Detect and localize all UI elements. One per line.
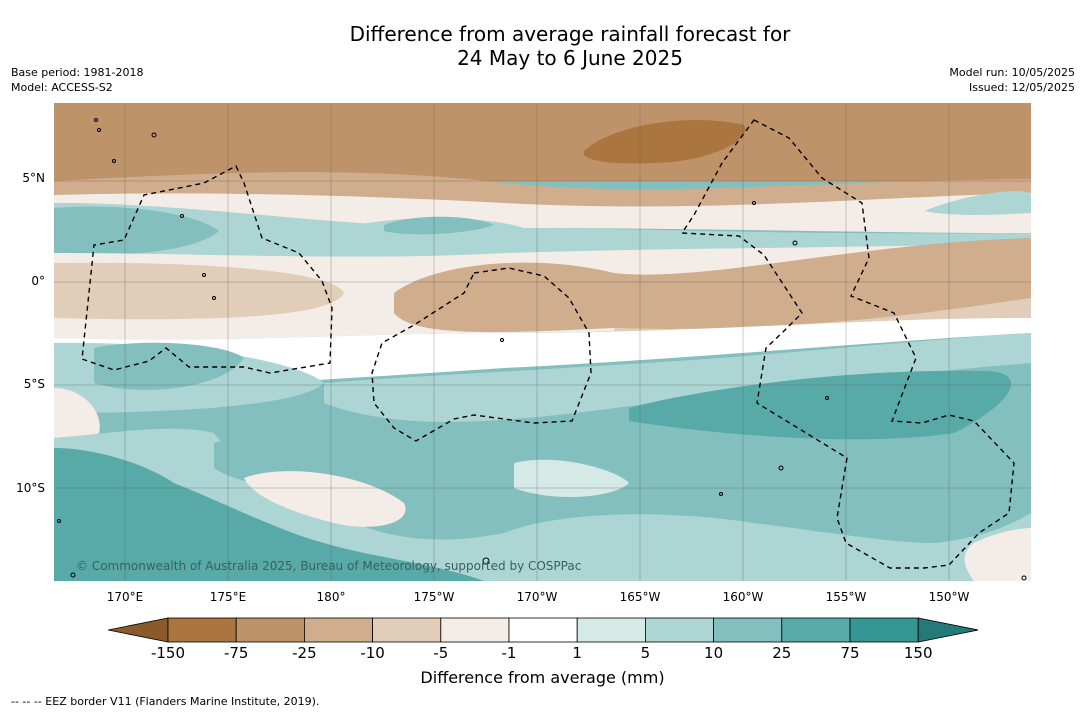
footnote: -- -- -- EEZ border V11 (Flanders Marine… (11, 695, 320, 708)
island (212, 296, 216, 300)
island (482, 557, 490, 565)
blob-teal-center-dark (384, 216, 494, 235)
lat-label-5n: 5°N (22, 171, 45, 185)
band-equator-tan-east (394, 238, 1031, 333)
blob-teal-east-north (924, 191, 1031, 215)
colorbar-segment (303, 617, 373, 643)
lon-label-170e: 170°E (106, 590, 144, 604)
blob-south-white-lower (244, 471, 406, 527)
eez-east (680, 119, 1015, 569)
island (94, 118, 98, 122)
colorbar-segment (713, 617, 783, 643)
island (792, 240, 798, 246)
band-north-teal (54, 203, 1031, 257)
island (1021, 575, 1027, 581)
island (112, 159, 116, 163)
island (70, 572, 76, 578)
colorbar-tick-label: 10 (704, 644, 724, 662)
model-run: Model run: 10/05/2025 (949, 66, 1075, 79)
colorbar-arrow-low (108, 617, 169, 643)
colorbar-tick-label: -150 (150, 644, 186, 662)
gridlines (54, 103, 1031, 581)
island (97, 128, 101, 132)
island (752, 201, 756, 205)
blob-teal-west (54, 206, 219, 255)
lon-label-150w: 150°W (928, 590, 970, 604)
band-north-brown (54, 103, 1031, 181)
lon-label-165w: 165°W (619, 590, 661, 604)
band-south-bottom-dark (54, 448, 484, 581)
band-south-white-west (54, 388, 100, 443)
colorbar-segment (372, 617, 442, 643)
colorbar-title: Difference from average (mm) (420, 668, 665, 687)
colorbar-segment (440, 617, 510, 643)
lon-label-175e: 175°E (209, 590, 247, 604)
colorbar-tick-label: 75 (840, 644, 860, 662)
meta-right: Model run: 10/05/2025 Issued: 12/05/2025 (949, 65, 1075, 95)
colorbar-tick-label: 150 (903, 644, 933, 662)
colorbar-tick-label: -5 (433, 644, 449, 662)
islands (57, 118, 1027, 581)
lon-label-160w: 160°W (722, 590, 764, 604)
colorbar-tick-label: 25 (772, 644, 792, 662)
colorbar-segment (167, 617, 237, 643)
colorbar-tick-label: -1 (501, 644, 517, 662)
blob-south-white-mid (514, 459, 629, 498)
blob-north-dark-brown (583, 120, 746, 164)
colorbar-tick-label: -75 (223, 644, 249, 662)
band-north-tan (54, 172, 1031, 207)
colorbar (108, 617, 978, 643)
colorbar-segment (508, 617, 578, 643)
issued-date: Issued: 12/05/2025 (968, 81, 1075, 94)
band-south-teal-mid (324, 333, 1031, 422)
title-line-1: Difference from average rainfall forecas… (349, 22, 791, 46)
colorbar-tick-label: 5 (640, 644, 651, 662)
blob-south-teal-lower (214, 422, 510, 523)
chart-title: Difference from average rainfall forecas… (0, 22, 1085, 70)
meta-left: Base period: 1981-2018 Model: ACCESS-S2 (11, 65, 143, 95)
colorbar-tick-label: -25 (292, 644, 317, 662)
copyright-text: © Commonwealth of Australia 2025, Bureau… (76, 559, 581, 573)
colorbar-tick-label: 1 (572, 644, 582, 662)
rainfall-map: © Commonwealth of Australia 2025, Bureau… (54, 103, 1031, 581)
lon-label-155w: 155°W (825, 590, 867, 604)
island (719, 492, 723, 496)
blob-south-teal-west (94, 342, 244, 390)
colorbar-segment (781, 617, 851, 643)
colorbar-tick-label: -10 (360, 644, 385, 662)
island (500, 338, 504, 342)
lon-label-170w: 170°W (516, 590, 558, 604)
colorbar-arrow-high (917, 617, 978, 643)
island (825, 396, 829, 400)
band-north-light (54, 193, 1031, 233)
eez-central (371, 267, 592, 442)
lat-label-5s: 5°S (23, 377, 45, 391)
blob-south-east-white (964, 528, 1031, 581)
lat-label-0: 0° (31, 274, 45, 288)
band-equator-tan (54, 262, 344, 320)
model-name: Model: ACCESS-S2 (11, 81, 113, 94)
title-line-2: 24 May to 6 June 2025 (457, 46, 683, 70)
island (180, 214, 184, 218)
colorbar-segment (645, 617, 715, 643)
colorbar-segment (235, 617, 305, 643)
lon-label-180: 180° (316, 590, 346, 604)
island (202, 273, 206, 277)
island (57, 519, 61, 523)
eez-borders (81, 119, 1015, 569)
lat-label-10s: 10°S (16, 481, 45, 495)
colorbar-segment (849, 617, 919, 643)
colorbar-segment (576, 617, 646, 643)
eez-west (81, 165, 333, 374)
base-period: Base period: 1981-2018 (11, 66, 144, 79)
island (151, 132, 157, 138)
island (778, 465, 784, 471)
lon-label-175w: 175°W (413, 590, 455, 604)
